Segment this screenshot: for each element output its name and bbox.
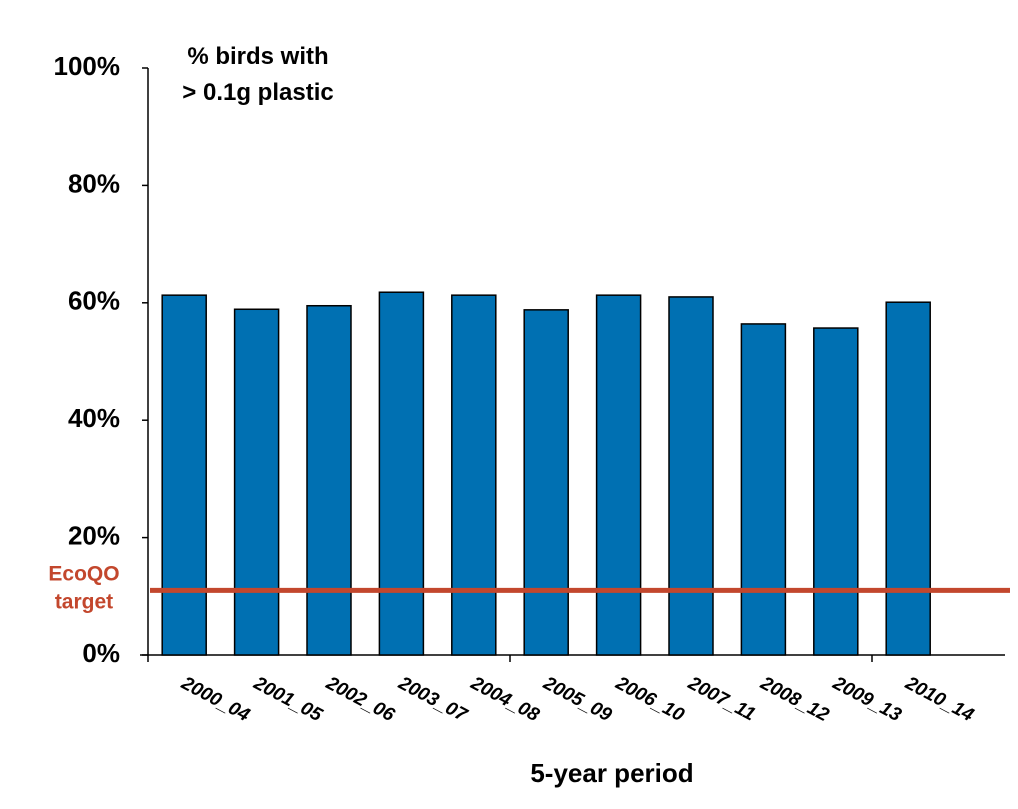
bar xyxy=(595,294,642,656)
bar xyxy=(233,308,280,656)
x-tick-label: 2008_12 xyxy=(756,672,832,726)
bar xyxy=(161,294,207,656)
bar xyxy=(451,294,497,656)
x-tick-label: 2009_13 xyxy=(829,672,905,726)
x-tick-label: 2003_07 xyxy=(394,672,471,726)
target-label: target xyxy=(55,590,113,613)
x-tick-label: 2006_10 xyxy=(611,672,687,726)
x-tick-label: 2001_05 xyxy=(249,672,325,726)
bar xyxy=(885,301,931,656)
bar xyxy=(523,309,569,656)
bar xyxy=(668,296,714,656)
bar xyxy=(378,291,425,656)
y-tick-label: 100% xyxy=(54,51,121,81)
x-axis-title: 5-year period xyxy=(530,758,693,788)
y-tick-label: 40% xyxy=(68,403,120,433)
x-tick-label: 2000_04 xyxy=(177,672,253,726)
y-tick-label: 60% xyxy=(68,286,120,316)
annotation: > 0.1g plastic xyxy=(182,79,333,106)
x-tick-label: 2004_08 xyxy=(467,672,543,726)
x-tick-label: 2005_09 xyxy=(539,672,615,726)
x-tick-label: 2010_14 xyxy=(901,672,977,726)
x-tick-label: 2007_11 xyxy=(684,672,759,725)
x-tick-label: 2002_06 xyxy=(322,672,398,726)
bar xyxy=(740,323,787,656)
bar xyxy=(306,304,352,656)
bar xyxy=(813,327,859,656)
y-tick-label: 20% xyxy=(68,520,120,550)
y-tick-label: 0% xyxy=(82,638,120,668)
target-label: EcoQO xyxy=(48,562,119,585)
y-tick-label: 80% xyxy=(68,168,120,198)
annotation: % birds with xyxy=(187,43,328,70)
